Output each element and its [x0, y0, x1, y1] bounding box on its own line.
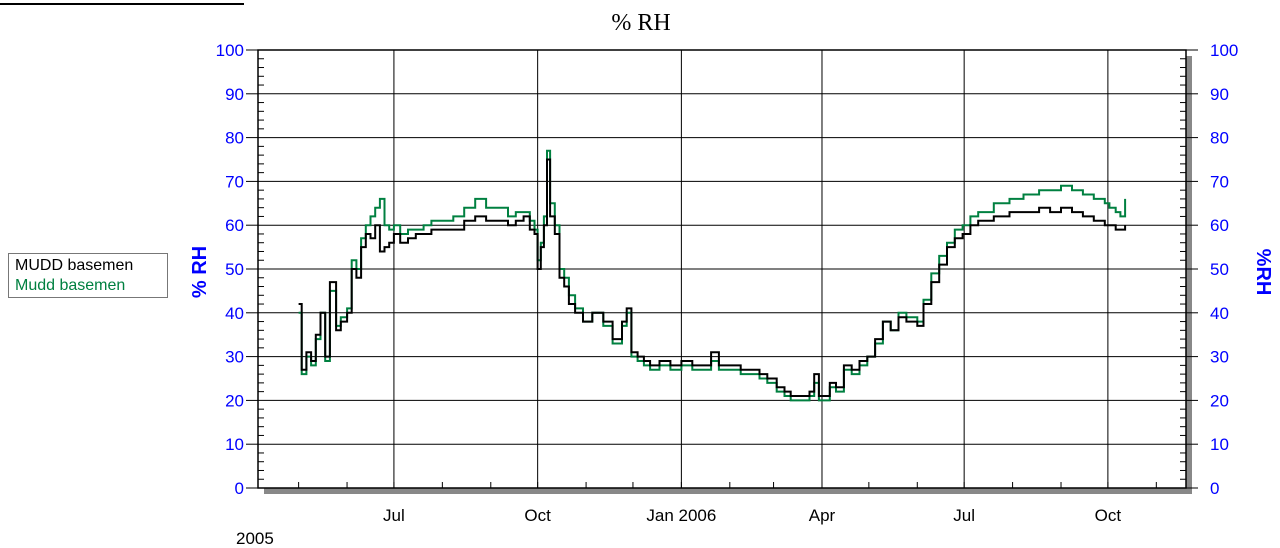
y-tick-label-left: 30 — [225, 348, 244, 367]
y-tick-label-left: 80 — [225, 129, 244, 148]
y-tick-label-left: 20 — [225, 391, 244, 410]
legend: MUDD basemen Mudd basemen — [8, 253, 168, 298]
y-axis-left-label: % RH — [189, 246, 211, 298]
x-tick-label: Jul — [383, 506, 405, 525]
legend-entry-mudd-black: MUDD basemen — [15, 257, 134, 274]
x-tick-label: Jul — [953, 506, 975, 525]
y-tick-label-left: 40 — [225, 304, 244, 323]
top-rule — [0, 3, 244, 5]
y-tick-label-left: 0 — [235, 479, 244, 498]
y-axis-left: 0 10 20 30 40 50 60 70 80 90 100 — [216, 41, 264, 498]
y-tick-label-right: 70 — [1210, 172, 1229, 191]
y-axis-right-label: %RH — [1252, 249, 1274, 296]
y-tick-label-right: 60 — [1210, 216, 1229, 235]
y-tick-label-left: 70 — [225, 172, 244, 191]
y-tick-label-right: 30 — [1210, 348, 1229, 367]
chart-title: % RH — [611, 10, 670, 36]
y-tick-label-left: 50 — [225, 260, 244, 279]
y-tick-label-right: 20 — [1210, 391, 1229, 410]
y-tick-label-right: 80 — [1210, 129, 1229, 148]
y-axis-right: 0 10 20 30 40 50 60 70 80 90 100 — [1180, 41, 1238, 498]
y-tick-label-right: 100 — [1210, 41, 1238, 60]
x-tick-label: Jan 2006 — [646, 506, 716, 525]
x-axis: Jul Oct Jan 2006 Apr Jul Oct — [298, 482, 1157, 525]
y-tick-label-right: 40 — [1210, 304, 1229, 323]
x-tick-label: Oct — [1095, 506, 1122, 525]
y-tick-label-right: 90 — [1210, 85, 1229, 104]
legend-entry-mudd-green: Mudd basemen — [15, 277, 126, 294]
x-tick-label: Oct — [524, 506, 551, 525]
plot-area — [258, 50, 1192, 494]
series-line-000000 — [298, 158, 1127, 397]
x-tick-label: Apr — [809, 506, 836, 525]
y-tick-label-right: 10 — [1210, 435, 1229, 454]
y-tick-label-right: 50 — [1210, 260, 1229, 279]
series-line-008040 — [298, 149, 1127, 402]
y-tick-label-left: 100 — [216, 41, 244, 60]
series-lines — [298, 149, 1127, 402]
y-tick-label-right: 0 — [1210, 479, 1219, 498]
y-tick-label-left: 10 — [225, 435, 244, 454]
y-tick-label-left: 60 — [225, 216, 244, 235]
y-tick-label-left: 90 — [225, 85, 244, 104]
x-axis-year-label: 2005 — [236, 529, 274, 548]
